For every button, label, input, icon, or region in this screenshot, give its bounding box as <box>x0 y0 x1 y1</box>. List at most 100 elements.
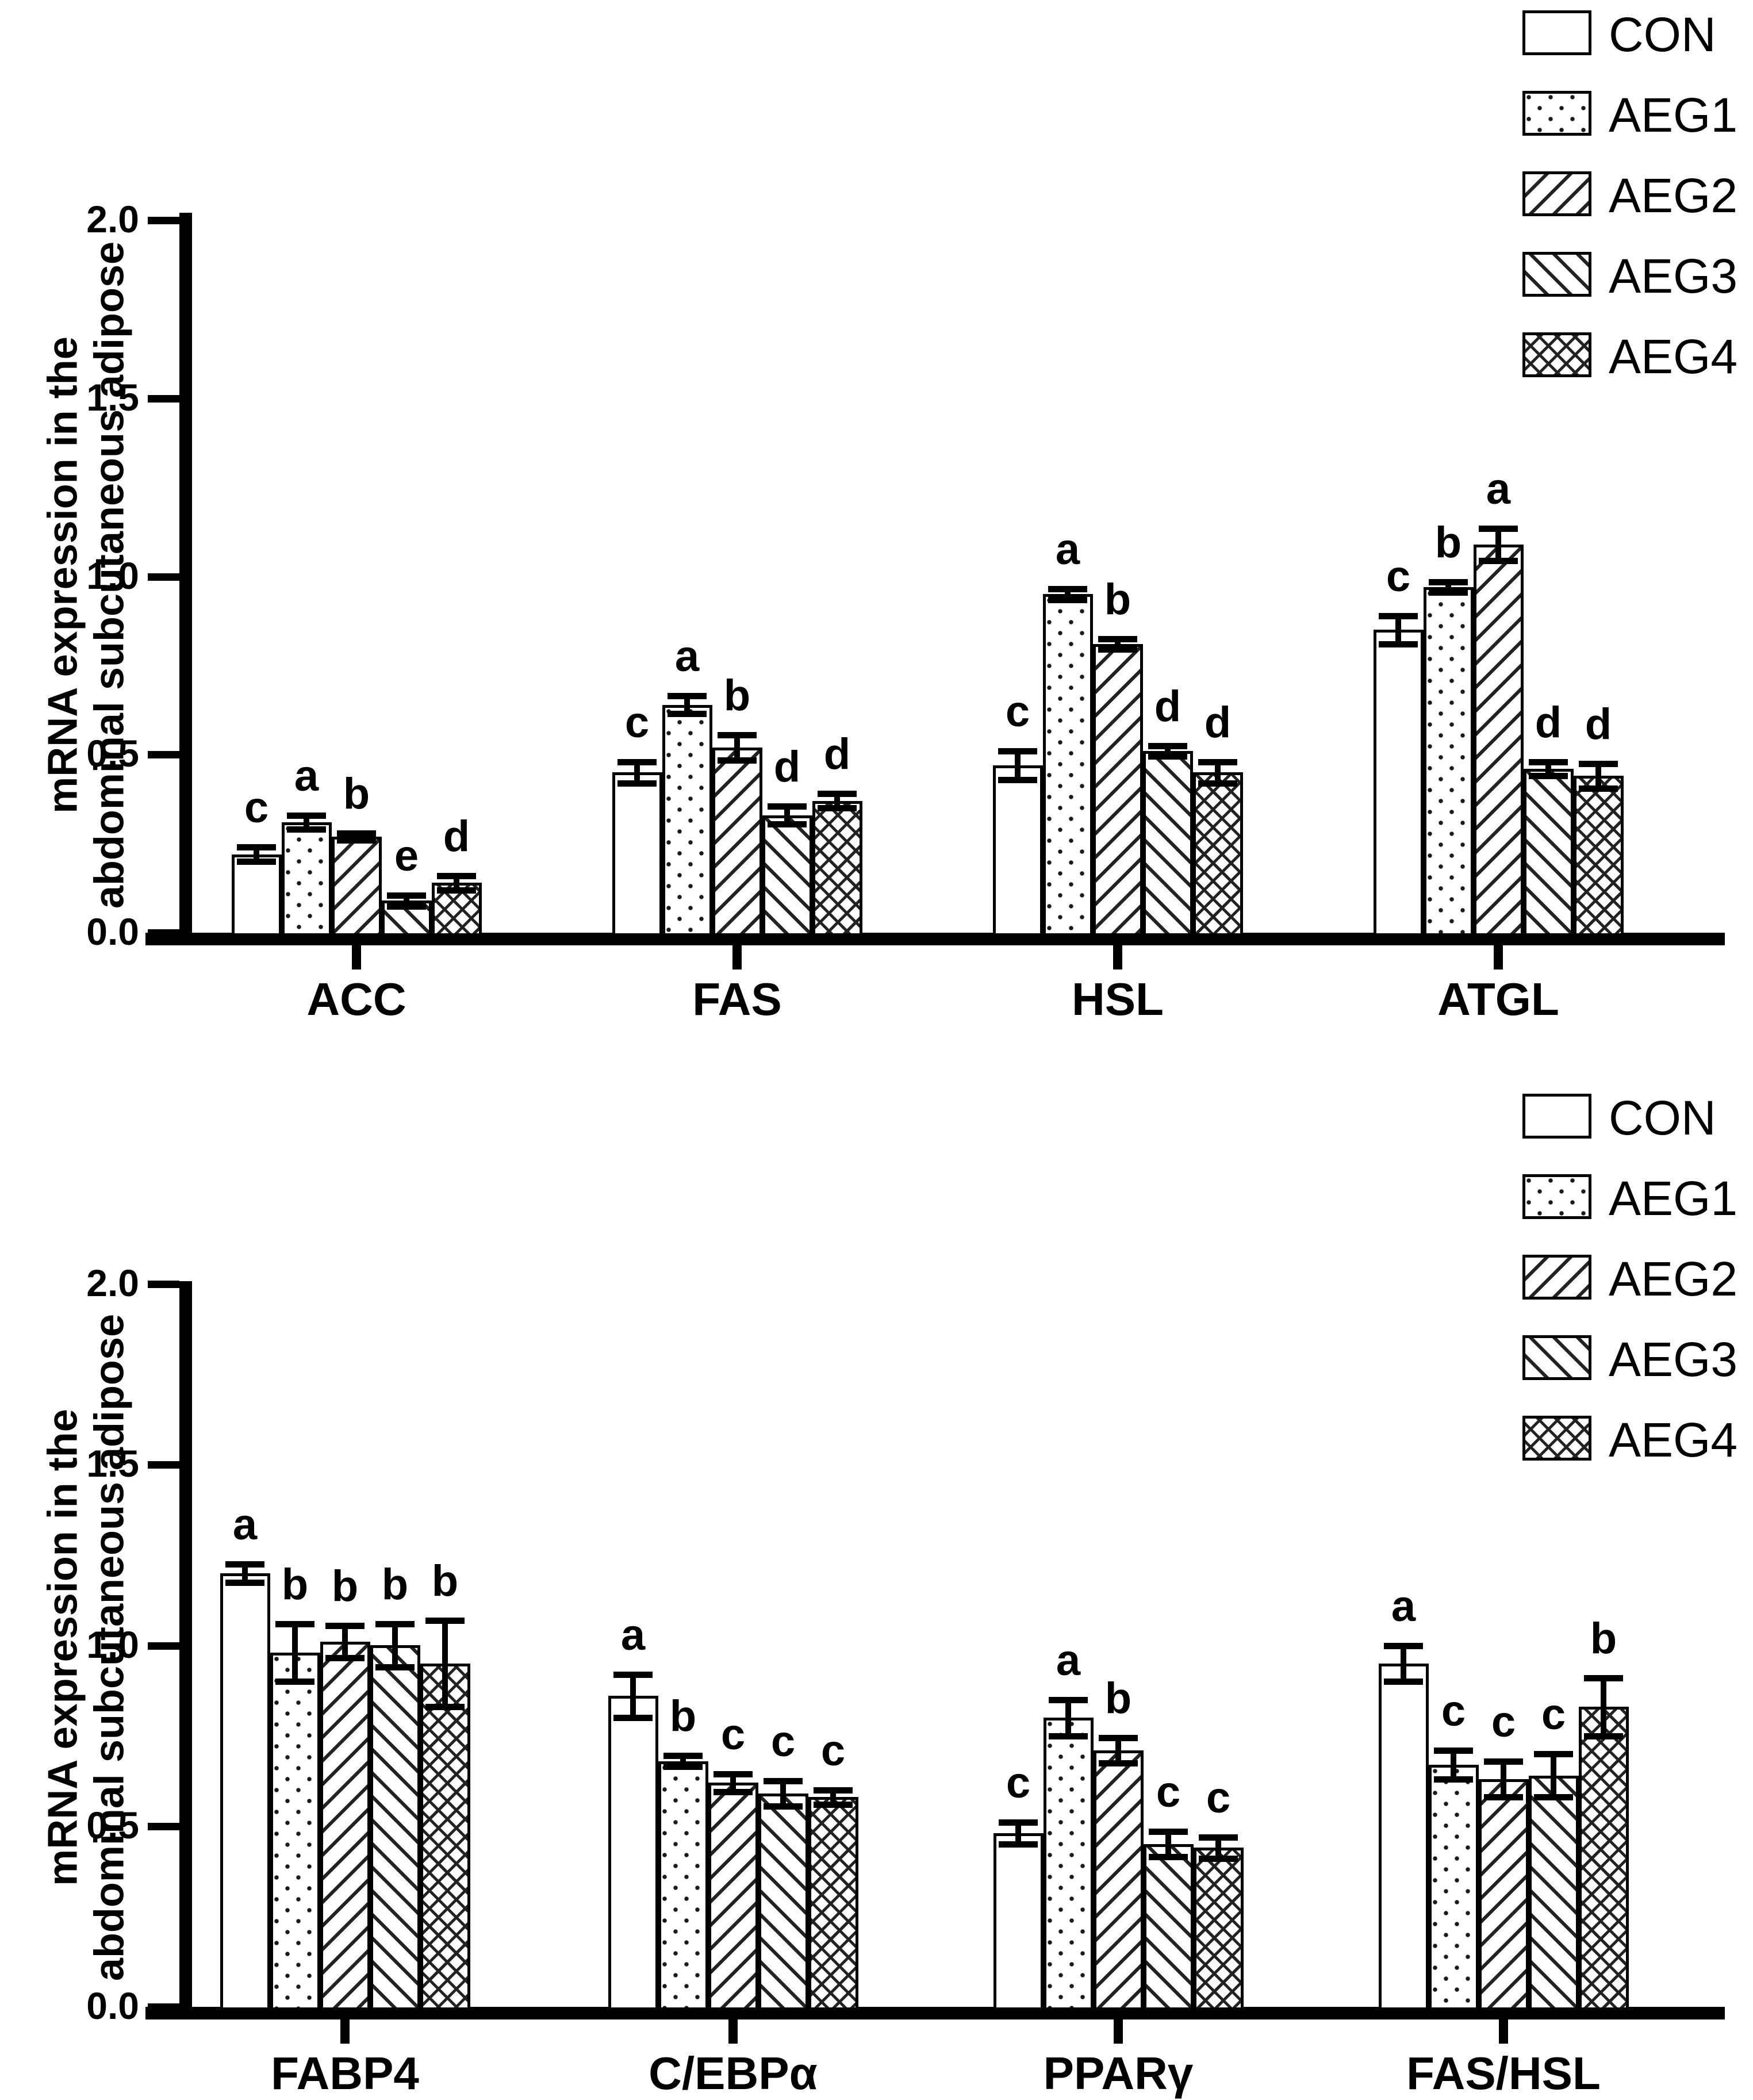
error-bar-cap-bottom <box>764 1803 803 1810</box>
legend-item-aeg4: AEG4 <box>1522 1413 1752 1473</box>
x-axis <box>145 2007 1725 2019</box>
error-bar-cap-top <box>663 1753 703 1760</box>
error-bar-cap-top <box>1479 525 1518 532</box>
error-bar-line <box>354 833 359 840</box>
error-bar-cap-top <box>1429 578 1468 585</box>
significance-letter: e <box>394 831 419 880</box>
error-bar-cap-bottom <box>718 757 757 764</box>
bar-aeg2-acc <box>331 837 382 936</box>
legend-swatch-crosshatch <box>1522 1416 1591 1461</box>
error-bar-cap-bottom <box>337 837 376 844</box>
error-bar-cap-bottom <box>225 1579 264 1586</box>
error-bar-cap-top <box>818 791 857 798</box>
bar-aeg2-fas <box>712 748 762 936</box>
error-bar-cap-bottom <box>1529 773 1568 780</box>
category-tick <box>352 945 361 969</box>
y-axis <box>179 213 192 945</box>
significance-letter: d <box>1204 698 1232 747</box>
error-bar-cap-bottom <box>1198 780 1237 787</box>
error-bar-line <box>1065 589 1071 600</box>
bar-con-fabp4 <box>220 1573 270 2010</box>
category-label: ACC <box>306 974 406 1025</box>
error-bar-line <box>1501 1761 1506 1798</box>
error-bar-cap-bottom <box>275 1679 314 1685</box>
bar-con-fas <box>612 772 662 936</box>
significance-letter: b <box>1104 1673 1132 1723</box>
significance-letter: d <box>1585 699 1612 749</box>
legend-swatch-diag-down <box>1522 252 1591 297</box>
significance-letter: d <box>1154 681 1182 731</box>
legend-swatch-crosshatch <box>1522 332 1591 377</box>
legend-label: AEG3 <box>1609 249 1738 303</box>
error-bar-line <box>1551 1754 1556 1798</box>
category-label: ATGL <box>1437 974 1559 1025</box>
error-bar-cap-bottom <box>617 780 657 787</box>
error-bar-cap-top <box>718 732 757 739</box>
category-label: FAS <box>692 974 782 1025</box>
error-bar-line <box>680 1756 686 1767</box>
error-bar-cap-top <box>437 872 476 879</box>
x-axis <box>145 933 1725 945</box>
category-label: HSL <box>1072 974 1164 1025</box>
error-bar-line <box>1215 1837 1221 1859</box>
error-bar-cap-top <box>613 1671 653 1678</box>
error-bar-cap-bottom <box>668 711 707 717</box>
y-axis-tick <box>148 573 179 581</box>
error-bar-cap-bottom <box>375 1664 415 1671</box>
error-bar-cap-bottom <box>768 821 807 828</box>
y-axis-tick-label: 1.0 <box>86 1623 139 1666</box>
error-bar-line <box>1395 615 1401 645</box>
y-axis-tick <box>148 394 179 403</box>
legend-swatch-diag-up <box>1522 171 1591 216</box>
bar-aeg3-hsl <box>1142 751 1193 936</box>
legend-item-aeg1: AEG1 <box>1522 1171 1752 1232</box>
error-bar-line <box>1595 763 1601 789</box>
y-axis-title-line2: abdominal subcutaneous adipose <box>86 241 132 909</box>
category-label: FAS/HSL <box>1406 2048 1601 2099</box>
error-bar-line <box>442 1620 448 1707</box>
bar-aeg3-atgl <box>1523 769 1574 936</box>
y-axis-tick-label: 2.0 <box>86 198 139 240</box>
error-bar-cap-top <box>668 693 707 700</box>
error-bar-cap-bottom <box>1148 753 1187 760</box>
error-bar-line <box>454 875 459 890</box>
category-tick <box>1113 945 1122 969</box>
error-bar-cap-top <box>1199 1834 1238 1841</box>
significance-letter: b <box>723 671 751 721</box>
significance-letter: c <box>1156 1768 1181 1817</box>
y-axis-tick-label: 0.0 <box>86 1984 139 2027</box>
bar-con-ppar- <box>993 1833 1044 2010</box>
bar-aeg1-hsl <box>1042 594 1093 936</box>
significance-letter: c <box>770 1717 796 1766</box>
error-bar-cap-bottom <box>1429 589 1468 596</box>
error-bar-cap-top <box>1434 1747 1473 1754</box>
bar-aeg2-fabp4 <box>320 1642 370 2010</box>
error-bar-cap-bottom <box>1484 1794 1523 1801</box>
error-bar-line <box>242 1564 248 1582</box>
category-label: PPARγ <box>1043 2048 1194 2099</box>
error-bar-cap-bottom <box>1099 1760 1138 1766</box>
bar-aeg1-ppar- <box>1043 1718 1094 2010</box>
error-bar-cap-top <box>617 758 657 765</box>
significance-letter: d <box>1535 698 1562 747</box>
error-bar-cap-top <box>325 1622 365 1629</box>
error-bar-cap-top <box>425 1617 465 1624</box>
significance-letter: c <box>1005 687 1030 737</box>
significance-letter: c <box>820 1726 846 1775</box>
error-bar-cap-top <box>1148 742 1187 749</box>
legend-item-aeg2: AEG2 <box>1522 168 1752 229</box>
y-axis-title: mRNA expression in the abdominal subcutan… <box>40 1314 132 1981</box>
error-bar-line <box>1601 1678 1606 1736</box>
significance-letter: b <box>1434 518 1462 567</box>
y-axis-title-line1: mRNA expression in the <box>40 1409 86 1886</box>
category-tick <box>340 2019 350 2044</box>
error-bar-line <box>730 1773 736 1792</box>
error-bar-cap-top <box>1484 1758 1523 1765</box>
error-bar-line <box>830 1789 836 1805</box>
error-bar-cap-top <box>1584 1675 1623 1682</box>
error-bar-line <box>304 815 309 830</box>
significance-letter: b <box>431 1556 459 1605</box>
error-bar-line <box>634 761 640 783</box>
y-axis-title: mRNA expression in the abdominal subcutan… <box>40 242 132 909</box>
bar-aeg4-fabp4 <box>420 1664 470 2010</box>
